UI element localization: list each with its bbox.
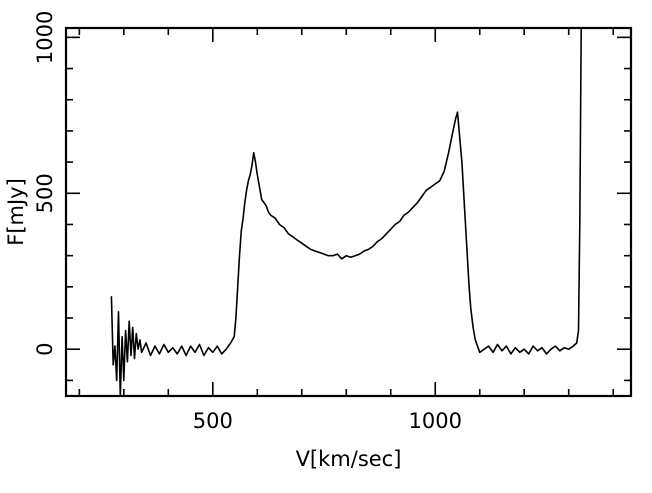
- y-axis-label: F[mJy]: [4, 178, 28, 246]
- y-tick-label: 500: [33, 173, 57, 213]
- y-tick-label: 0: [33, 343, 57, 356]
- axis-ticks: [66, 28, 631, 396]
- plot-frame: [64, 26, 633, 398]
- x-tick-label: 500: [193, 409, 233, 433]
- x-axis-label: V[km/sec]: [296, 447, 402, 471]
- y-tick-label: 1000: [33, 11, 57, 64]
- x-tick-label: 1000: [409, 409, 462, 433]
- tick-labels: 500 1000 0 500 1000: [33, 11, 462, 433]
- series-line: [110, 27, 582, 397]
